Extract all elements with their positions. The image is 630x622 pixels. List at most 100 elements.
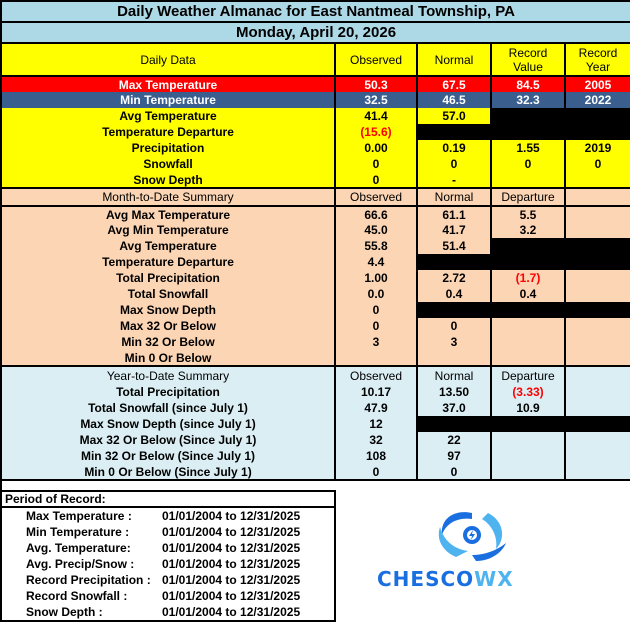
record-year: 0 [563,156,630,172]
empty-cell [563,448,630,464]
normal-value: 0.19 [416,140,492,156]
normal-value: 57.0 [416,108,492,124]
row-label: Avg Temperature [0,238,336,254]
observed-value: 108 [334,448,418,464]
table-row: Snow Depth 0- [0,172,630,189]
table-row: Total Snowfall (since July 1) 47.9 37.0 10.… [0,400,630,416]
table-row: Min 32 Or Below (Since July 1) 108 97 [0,448,630,464]
page-title: Daily Weather Almanac for East Nantmeal … [0,0,630,23]
normal-value: 67.5 [416,76,492,92]
table-row: Avg Temperature 41.4 57.0 [0,108,630,124]
row-label: Total Snowfall [0,286,336,302]
table-row: Total Precipitation 1.00 2.72 (1.7) [0,270,630,286]
period-row: Avg. Temperature: 01/01/2004 to 12/31/202… [2,540,334,556]
observed-value: 0 [334,318,418,334]
empty-cell [563,222,630,238]
period-label: Avg. Temperature: [26,541,131,555]
record-year: 2005 [563,76,630,92]
section-header-mtd: Month-to-Date Summary [0,187,336,207]
empty-cell [490,448,566,464]
departure-value: 3.2 [490,222,566,238]
normal-value: 2.72 [416,270,492,286]
empty-cell [334,350,418,366]
period-range: 01/01/2004 to 12/31/2025 [162,573,301,587]
col-header-observed: Observed [334,187,418,207]
row-label: Max 32 Or Below [0,318,336,334]
observed-value: 0 [334,156,418,172]
table-row: Max 32 Or Below 0 0 [0,318,630,334]
observed-value: 3 [334,334,418,350]
period-range: 01/01/2004 to 12/31/2025 [162,509,301,523]
col-header-normal: Normal [416,43,492,77]
period-label: Record Precipitation : [26,573,151,587]
empty-cell [563,432,630,448]
period-range: 01/01/2004 to 12/31/2025 [162,525,301,539]
period-row: Max Temperature : 01/01/2004 to 12/31/202… [2,508,334,524]
row-label: Avg Min Temperature [0,222,336,238]
observed-value: 1.00 [334,270,418,286]
normal-value: 46.5 [416,92,492,108]
row-label: Min 0 Or Below (Since July 1) [0,464,336,481]
empty-cell [563,318,630,334]
logo-text: CHESCOWX [377,567,514,591]
col-header-departure: Departure [490,187,566,207]
period-range: 01/01/2004 to 12/31/2025 [162,541,301,555]
table-row: Min Temperature 32.5 46.5 32.3 2022 [0,92,630,108]
table-row: Max Snow Depth (since July 1) 12 [0,416,630,432]
empty-cell [563,286,630,302]
period-of-record-title: Period of Record: [2,490,334,508]
table-row: Snowfall 0 0 0 0 [0,156,630,172]
empty-cell [416,350,492,366]
period-label: Snow Depth : [26,605,103,619]
period-range: 01/01/2004 to 12/31/2025 [162,589,301,603]
table-row: Max 32 Or Below (Since July 1) 32 22 [0,432,630,448]
observed-value: 50.3 [334,76,418,92]
observed-value: 32 [334,432,418,448]
observed-value: 45.0 [334,222,418,238]
record-year: 2022 [563,92,630,108]
row-label: Min 32 Or Below [0,334,336,350]
blank-cell [415,254,630,270]
normal-value: - [416,172,492,189]
observed-value: 12 [334,416,418,432]
empty-cell [490,432,566,448]
record-value: 0 [490,156,566,172]
table-row: Avg Temperature 55.8 51.4 [0,238,630,254]
empty-cell [563,334,630,350]
period-row: Record Snowfall : 01/01/2004 to 12/31/202… [2,588,334,604]
blank-cell [415,124,630,140]
observed-value: 4.4 [334,254,418,270]
table-row: Avg Min Temperature 45.0 41.7 3.2 [0,222,630,238]
observed-value: 47.9 [334,400,418,416]
empty-cell [563,365,630,384]
empty-cell [563,270,630,286]
normal-value: 0.4 [416,286,492,302]
empty-cell [563,464,630,481]
section-header-ytd: Year-to-Date Summary [0,365,336,384]
row-label: Total Precipitation [0,384,336,400]
row-label: Temperature Departure [0,254,336,270]
period-of-record-box: Period of Record: Max Temperature : 01/01… [0,490,336,622]
table-row: Temperature Departure (15.6) [0,124,630,140]
record-value: 32.3 [490,92,566,108]
table-row: Min 0 Or Below (Since July 1) 0 0 [0,464,630,481]
empty-cell [563,400,630,416]
observed-value: 55.8 [334,238,418,254]
row-label: Total Precipitation [0,270,336,286]
almanac-table: Daily Weather Almanac for East Nantmeal … [0,0,630,481]
observed-value: 0.00 [334,140,418,156]
normal-value: 0 [416,464,492,481]
observed-value: 10.17 [334,384,418,400]
col-header-normal: Normal [416,187,492,207]
observed-value: 0 [334,302,418,318]
observed-value: 32.5 [334,92,418,108]
record-value: 1.55 [490,140,566,156]
period-label: Min Temperature : [26,525,130,539]
blank-cell [415,302,630,318]
normal-value: 97 [416,448,492,464]
observed-value: (15.6) [334,124,418,140]
table-row: Precipitation 0.00 0.19 1.55 2019 [0,140,630,156]
divider [0,478,2,492]
empty-cell [563,384,630,400]
row-label: Precipitation [0,140,336,156]
